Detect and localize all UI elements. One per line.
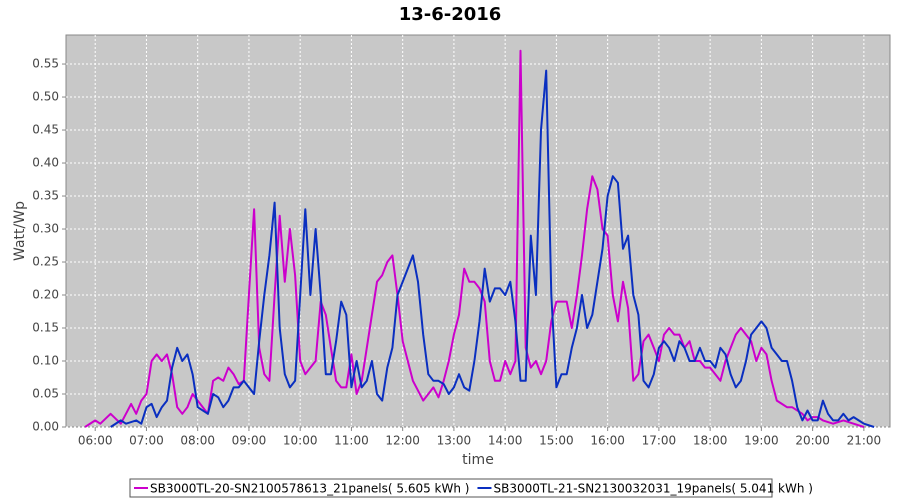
y-tick-label: 0.20 (32, 288, 59, 302)
x-tick-label: 08:00 (180, 434, 215, 448)
x-tick-label: 17:00 (642, 434, 677, 448)
x-tick-label: 11:00 (334, 434, 369, 448)
plot-area (65, 34, 891, 428)
y-axis-label: Watt/Wp (12, 201, 28, 261)
x-tick-label: 09:00 (232, 434, 267, 448)
x-tick-label: 06:00 (78, 434, 113, 448)
legend (129, 478, 773, 498)
series-line (110, 69, 875, 428)
legend-label: SB3000TL-20-SN2100578613_21panels( 5.605… (150, 482, 469, 496)
x-tick-label: 10:00 (283, 434, 318, 448)
x-tick-label: 21:00 (847, 434, 882, 448)
x-tick-label: 12:00 (385, 434, 420, 448)
x-tick-label: 20:00 (795, 434, 830, 448)
x-tick-label: 18:00 (693, 434, 728, 448)
y-tick-label: 0.50 (32, 90, 59, 104)
y-tick-label: 0.35 (32, 189, 59, 203)
x-tick-label: 13:00 (437, 434, 472, 448)
y-tick-label: 0.15 (32, 321, 59, 335)
chart-title: 13-6-2016 (399, 4, 502, 25)
x-tick-label: 14:00 (488, 434, 523, 448)
y-tick-label: 0.45 (32, 123, 59, 137)
y-tick-label: 0.25 (32, 255, 59, 269)
legend-label: SB3000TL-21-SN2130032031_19panels( 5.041… (493, 482, 812, 496)
series-line (84, 49, 865, 428)
y-tick-label: 0.30 (32, 222, 59, 236)
x-tick-label: 19:00 (744, 434, 779, 448)
y-tick-label: 0.10 (32, 354, 59, 368)
x-axis-label: time (462, 452, 494, 468)
y-tick-label: 0.05 (32, 387, 59, 401)
y-tick-label: 0.40 (32, 156, 59, 170)
x-tick-label: 07:00 (129, 434, 164, 448)
y-tick-label: 0.00 (32, 420, 59, 434)
x-tick-label: 16:00 (590, 434, 625, 448)
x-tick-label: 15:00 (539, 434, 574, 448)
y-tick-label: 0.55 (32, 57, 59, 71)
